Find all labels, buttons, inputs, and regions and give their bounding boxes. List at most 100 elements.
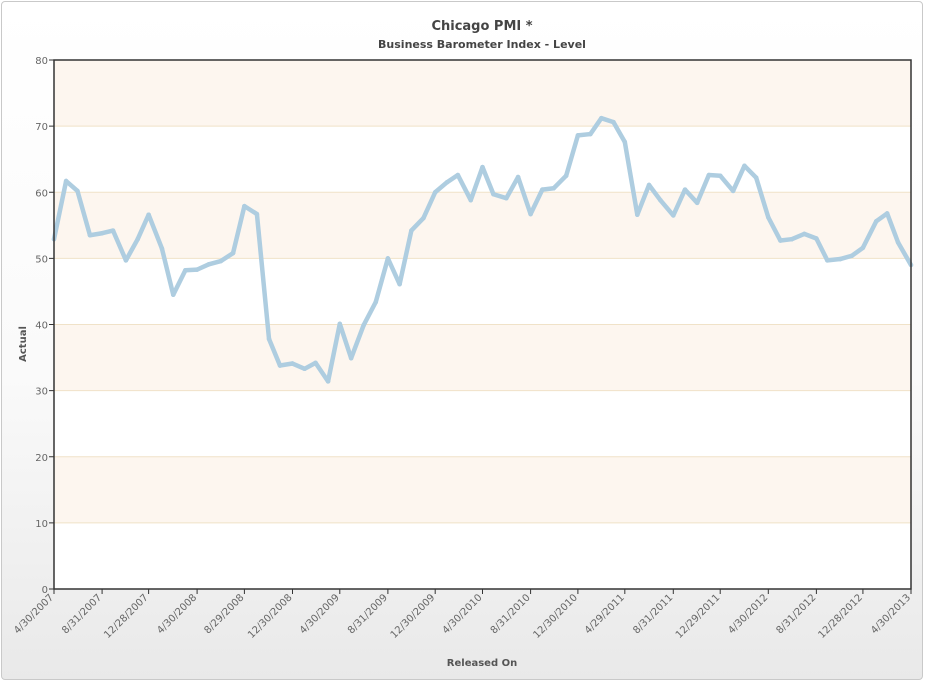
x-tick-label: 8/31/2007	[60, 592, 104, 636]
x-tick-label: 8/29/2008	[202, 592, 246, 636]
series-segment	[730, 163, 747, 194]
series-segment	[397, 228, 414, 287]
data-point	[266, 336, 272, 342]
y-tick-label: 50	[35, 254, 48, 265]
y-tick-label: 70	[35, 122, 48, 133]
y-tick-label: 80	[35, 56, 48, 67]
x-tick-label: 4/30/2007	[12, 592, 56, 636]
series-segment	[753, 175, 771, 220]
series-segment	[658, 197, 676, 218]
data-point	[874, 219, 879, 224]
series-segment	[646, 182, 663, 203]
x-tick-label: 4/30/2008	[155, 592, 199, 636]
data-point	[361, 322, 366, 328]
x-tick-label: 12/28/2007	[102, 592, 151, 641]
series-segment	[742, 163, 759, 180]
data-point	[75, 188, 80, 194]
series-segment	[455, 172, 474, 203]
data-point	[63, 178, 69, 184]
data-point	[491, 192, 496, 197]
data-point	[468, 197, 473, 203]
series-segment	[635, 182, 652, 217]
data-point	[515, 174, 521, 180]
data-point	[277, 363, 283, 368]
data-point	[694, 200, 700, 206]
x-tick-label: 8/31/2010	[489, 592, 533, 636]
plot-bands	[54, 60, 911, 589]
data-point	[455, 172, 461, 178]
data-point	[421, 215, 426, 221]
data-point	[575, 133, 581, 138]
data-point	[588, 131, 593, 137]
y-tick-label: 60	[35, 188, 48, 199]
series-segment	[385, 256, 402, 287]
series-segment	[409, 215, 426, 233]
x-tick-label: 12/30/2009	[389, 592, 438, 641]
x-tick-label: 4/30/2013	[869, 592, 913, 636]
data-point	[230, 250, 236, 256]
series-segment	[266, 336, 283, 368]
series-segment	[588, 115, 604, 137]
y-axis-ticks: 0 10 20 30 40 50 60 70 80	[35, 56, 54, 596]
y-tick-label: 30	[35, 387, 48, 398]
x-tick-label: 12/28/2012	[816, 592, 865, 641]
data-point	[540, 187, 545, 192]
plot-band	[54, 60, 911, 127]
x-axis-title: Released On	[447, 658, 517, 669]
chart-title: Chicago PMI *	[431, 19, 532, 34]
data-point	[718, 173, 723, 178]
data-point	[218, 258, 224, 264]
series-segment	[337, 321, 354, 361]
series-segment	[432, 180, 450, 195]
series-segment	[110, 228, 129, 263]
data-point	[206, 262, 212, 267]
series-segment	[849, 245, 866, 258]
series-segment	[159, 246, 176, 297]
x-tick-label: 12/29/2011	[674, 592, 723, 641]
data-point	[183, 268, 188, 273]
x-tick-label: 8/31/2012	[774, 592, 818, 636]
data-point	[884, 211, 890, 216]
data-point	[373, 299, 378, 305]
series-segment	[504, 174, 521, 201]
series-segment	[421, 190, 438, 221]
series-segment	[515, 174, 533, 217]
series-segment	[51, 178, 69, 242]
data-point	[99, 231, 105, 236]
data-point	[159, 246, 165, 251]
data-point	[802, 231, 807, 237]
data-point	[397, 281, 402, 287]
x-tick-label: 4/30/2010	[441, 592, 485, 636]
x-tick-label: 8/31/2011	[631, 592, 675, 636]
data-point	[658, 197, 663, 203]
series-segment	[170, 268, 188, 297]
series-segment	[218, 250, 236, 264]
data-point	[385, 256, 391, 261]
data-point	[313, 360, 318, 366]
data-point	[171, 292, 176, 297]
series-segment	[75, 188, 93, 238]
data-point	[635, 212, 640, 217]
data-point	[849, 253, 855, 258]
series-segment	[789, 231, 807, 242]
series-segment	[480, 164, 496, 197]
series-segment	[766, 215, 783, 243]
data-point	[409, 228, 414, 233]
series-segment	[611, 119, 628, 145]
data-point	[753, 175, 759, 180]
data-point	[551, 186, 556, 191]
x-tick-label: 4/29/2011	[583, 592, 627, 636]
series-segment	[361, 299, 379, 328]
plot-band	[54, 258, 911, 325]
data-point	[825, 258, 830, 263]
x-tick-label: 4/30/2012	[726, 592, 770, 636]
data-point	[611, 119, 616, 125]
data-point	[622, 139, 628, 145]
x-tick-label: 12/30/2008	[246, 592, 295, 641]
chart-subtitle: Business Barometer Index - Level	[378, 38, 586, 51]
x-tick-label: 12/30/2010	[531, 592, 580, 641]
series-segment	[325, 321, 343, 384]
series-segment	[895, 240, 914, 268]
data-point	[895, 240, 901, 245]
